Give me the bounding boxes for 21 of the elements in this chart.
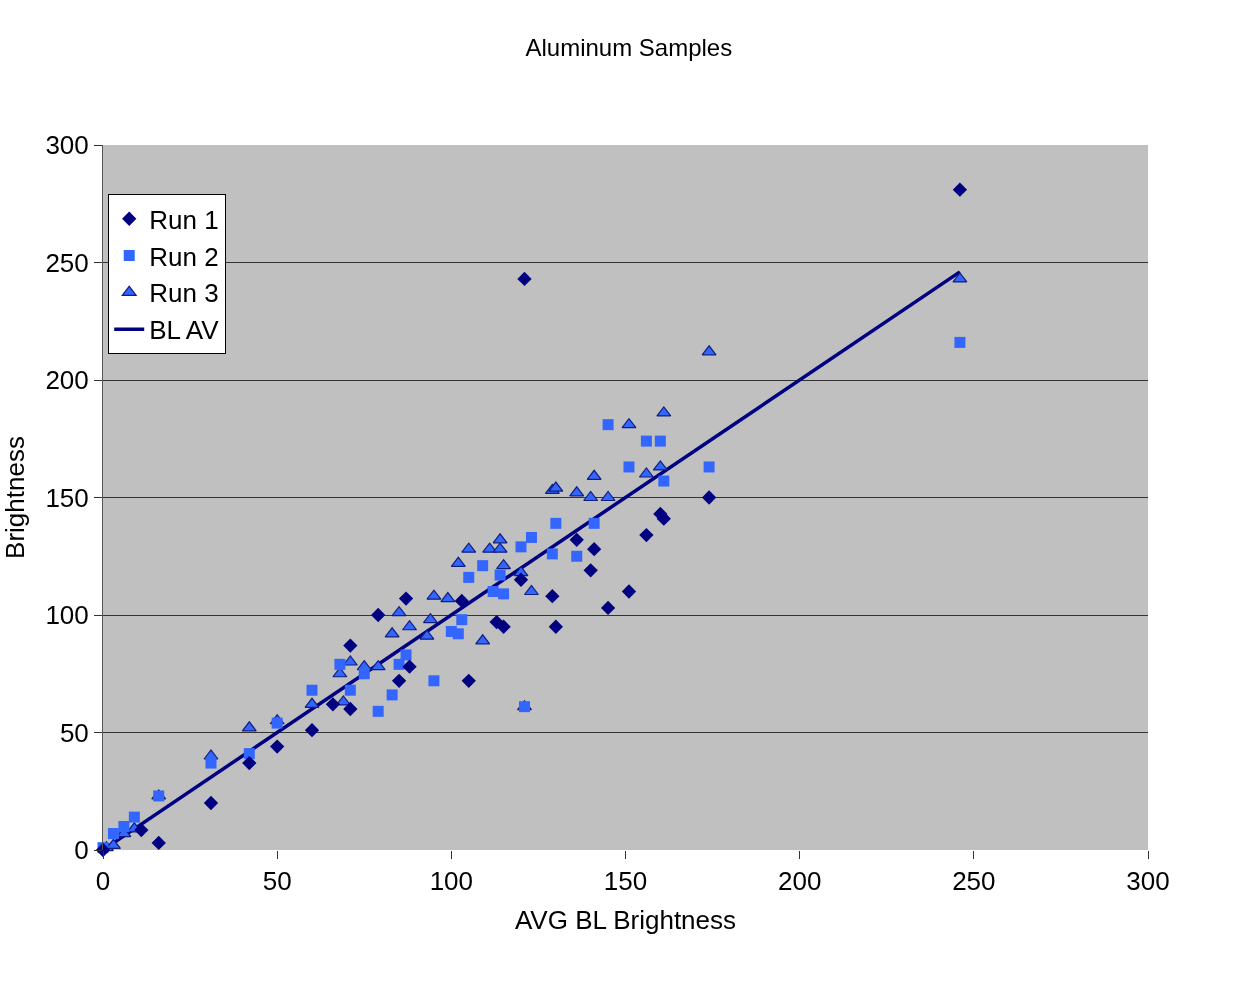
x-tick-label: 250 <box>952 866 996 897</box>
y-tick-label: 50 <box>59 717 89 748</box>
y-tick-label: 250 <box>45 247 89 278</box>
chart-title: Aluminum Samples <box>525 34 733 62</box>
x-tick-label: 0 <box>95 866 111 897</box>
y-tick-label: 300 <box>45 130 89 161</box>
x-axis-title: AVG BL Brightness <box>514 904 737 935</box>
x-tick-label: 100 <box>429 866 474 897</box>
legend-label: Run 3 <box>149 278 219 309</box>
x-tick-label: 300 <box>1126 866 1170 897</box>
legend-label: Run 1 <box>149 204 219 235</box>
x-tick-label: 50 <box>262 866 292 897</box>
legend-label: BL AV <box>149 315 220 346</box>
y-tick-label: 0 <box>74 835 89 866</box>
y-tick-label: 100 <box>45 600 89 631</box>
y-tick-label: 150 <box>45 482 89 513</box>
y-tick-label: 200 <box>45 365 89 396</box>
x-tick-label: 200 <box>777 866 822 897</box>
legend-label: Run 2 <box>149 241 219 272</box>
y-axis-title: Brightness <box>0 436 30 559</box>
x-tick-label: 150 <box>603 866 648 897</box>
